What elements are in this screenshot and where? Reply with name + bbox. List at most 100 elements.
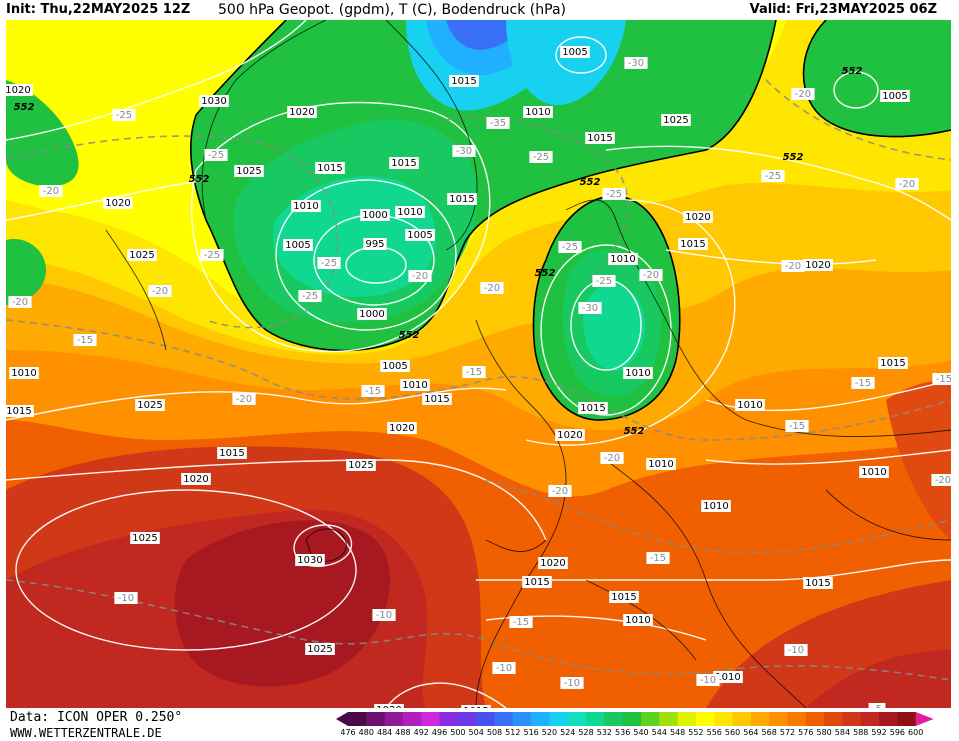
pressure-label: 1025 [661,114,691,126]
colorbar-segment [531,712,550,726]
colorbar-segment [384,712,404,726]
colorbar-tick-label: 476 [340,728,356,737]
temperature-label: -20 [408,270,432,282]
svg-text:-15: -15 [365,386,381,397]
svg-text:1010: 1010 [610,254,635,265]
temperature-label: -20 [791,88,815,100]
map-labels: 1030 1020 1025 1020 1025 1015 1015 1015 1010 1010… [6,46,951,708]
pressure-label: 1015 [678,238,708,250]
svg-text:1020: 1020 [6,85,31,96]
temperature-label: -35 [486,117,510,129]
svg-text:1015: 1015 [463,706,488,708]
svg-text:1020: 1020 [289,107,314,118]
svg-text:-20: -20 [412,271,428,282]
colorbar-tick-label: 580 [816,728,832,737]
temperature-label: -10 [492,662,516,674]
svg-text:1010: 1010 [402,380,427,391]
colorbar-segment [677,712,697,726]
colorbar-segment [824,712,843,726]
svg-text:1000: 1000 [362,210,387,221]
pressure-label: 1015 [389,157,419,169]
svg-text:1015: 1015 [524,577,549,588]
svg-text:-25: -25 [533,152,549,163]
svg-text:1010: 1010 [703,501,728,512]
colorbar-tick-label: 568 [761,728,777,737]
colorbar-tick-label: 572 [779,728,796,737]
pressure-label: 1025 [346,459,376,471]
svg-text:1025: 1025 [236,166,261,177]
colorbar-segment [604,712,624,726]
svg-text:1005: 1005 [407,230,432,241]
colorbar-segment [622,712,642,726]
svg-text:1015: 1015 [580,403,605,414]
svg-text:-10: -10 [376,610,392,621]
geopotential-field: 1030 1020 1025 1020 1025 1015 1015 1015 1010 1010… [6,20,951,708]
svg-text:552: 552 [535,268,556,279]
colorbar-segment [842,712,862,726]
svg-text:552: 552 [842,66,863,77]
svg-text:1015: 1015 [587,133,612,144]
svg-text:1015: 1015 [317,163,342,174]
geopotential-label: 552 [14,102,35,113]
pressure-label: 1015 [449,75,479,87]
pressure-label: 1015 [315,162,345,174]
colorbar-tick-label: 520 [541,728,558,737]
temperature-label: -20 [148,285,172,297]
pressure-label: 1015 [6,405,34,417]
colorbar-segment [366,712,386,726]
pressure-label: 1010 [623,367,653,379]
temperature-label: -15 [851,377,875,389]
colorbar-tick-label: 492 [413,728,429,737]
svg-text:1030: 1030 [201,96,226,107]
pressure-label: 1015 [447,193,477,205]
geopotential-label: 552 [783,152,804,163]
colorbar-tick-label: 508 [486,728,503,737]
pressure-label: 1025 [135,399,165,411]
pressure-label: 1010 [646,458,676,470]
colorbar-segment [860,712,880,726]
temperature-label: -15 [932,373,951,385]
svg-text:-25: -25 [596,276,612,287]
svg-text:1015: 1015 [611,592,636,603]
geopotential-label: 552 [842,66,863,77]
colorbar [336,712,934,726]
pressure-label: 1025 [305,643,335,655]
pressure-label: 1025 [130,532,160,544]
pressure-label: 1020 [103,197,133,209]
svg-text:-25: -25 [204,250,220,261]
pressure-label: 1015 [461,705,491,708]
svg-text:-25: -25 [606,189,622,200]
svg-text:-20: -20 [604,453,620,464]
colorbar-segment [586,712,605,726]
svg-text:-15: -15 [513,617,529,628]
svg-text:-20: -20 [552,486,568,497]
svg-text:-10: -10 [700,675,716,686]
temperature-label: -15 [361,385,385,397]
colorbar-tick-label: 584 [834,728,851,737]
colorbar-tick-label: 548 [669,728,686,737]
temperature-label: -25 [112,109,136,121]
svg-text:1015: 1015 [451,76,476,87]
temperature-label: -5 [868,703,886,708]
svg-text:1020: 1020 [685,212,710,223]
svg-text:1010: 1010 [625,615,650,626]
pressure-label: 1000 [360,209,390,221]
colorbar-tick-label: 552 [688,728,704,737]
colorbar-segment [476,712,495,726]
chart-footer: Data: ICON OPER 0.250° WWW.WETTERZENTRAL… [0,708,959,741]
temperature-label: -30 [452,145,476,157]
colorbar-tick-label: 528 [578,728,594,737]
pressure-label: 1015 [609,591,639,603]
pressure-label: 1015 [422,393,452,405]
temperature-label: -15 [509,616,533,628]
svg-text:-25: -25 [321,258,337,269]
svg-text:1020: 1020 [376,705,401,708]
svg-text:1010: 1010 [293,201,318,212]
geopotential-label: 552 [189,174,210,185]
svg-text:-15: -15 [650,553,666,564]
temperature-label: -20 [639,269,663,281]
pressure-label: 1015 [217,447,247,459]
svg-text:-25: -25 [208,150,224,161]
svg-text:-10: -10 [496,663,512,674]
svg-text:-25: -25 [116,110,132,121]
